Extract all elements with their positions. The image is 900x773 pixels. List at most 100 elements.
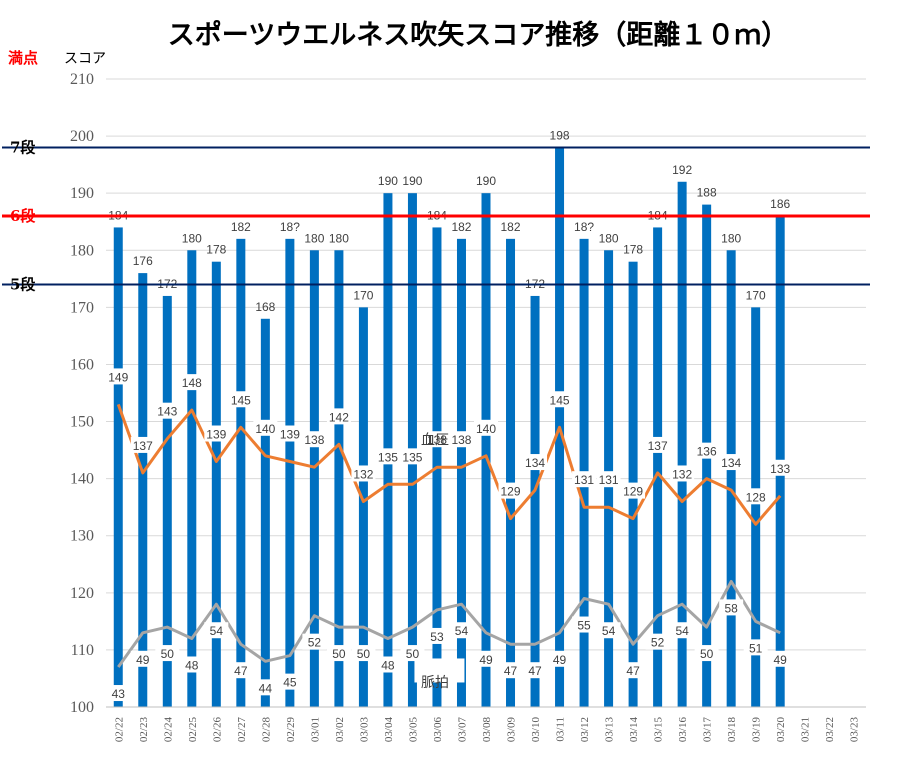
data-label-bg — [326, 645, 351, 662]
blood-pressure-data-label: 132 — [353, 467, 373, 481]
data-label-bg — [719, 599, 744, 616]
data-label-bg — [449, 622, 474, 639]
blood-pressure-data-label: 137 — [133, 439, 153, 453]
score-data-label: 180 — [304, 231, 324, 245]
data-label-bg — [106, 368, 131, 385]
pulse-data-label: 49 — [479, 653, 493, 667]
y-axis-title: スコア — [64, 51, 106, 67]
data-label-bg — [155, 402, 180, 419]
x-tick-label: 03/02 — [334, 717, 346, 742]
x-tick-label: 03/08 — [481, 717, 493, 743]
x-tick-label: 02/26 — [211, 717, 223, 743]
pulse-data-label: 50 — [406, 647, 420, 661]
data-label-bg — [719, 454, 744, 471]
pulse-data-label: 52 — [651, 636, 665, 650]
pulse-data-label: 54 — [210, 624, 224, 638]
pulse-data-label: 45 — [283, 676, 297, 690]
pulse-data-label: 47 — [234, 664, 248, 678]
data-label-bg — [400, 448, 425, 465]
data-label-bg — [768, 650, 793, 667]
data-label-bg — [572, 616, 597, 633]
x-tick-label: 03/15 — [653, 717, 665, 743]
blood-pressure-data-label: 148 — [182, 376, 202, 390]
data-label-bg — [277, 673, 302, 690]
x-tick-label: 03/22 — [824, 717, 836, 742]
data-label-bg — [400, 645, 425, 662]
x-tick-label: 02/22 — [113, 717, 125, 742]
score-bar — [677, 181, 687, 707]
data-label-bg — [351, 465, 376, 482]
x-tick-label: 03/20 — [775, 717, 787, 743]
x-tick-label: 03/09 — [506, 717, 518, 743]
data-label-bg — [375, 656, 400, 673]
x-tick-label: 02/24 — [162, 717, 174, 743]
pulse-series-label: 脈拍 — [421, 675, 449, 691]
blood-pressure-series-label: 血圧 — [421, 432, 449, 448]
pulse-data-label: 49 — [136, 653, 150, 667]
blood-pressure-data-label: 135 — [378, 450, 398, 464]
x-tick-label: 03/16 — [677, 717, 689, 743]
data-label-bg — [621, 662, 646, 679]
blood-pressure-data-label: 139 — [280, 428, 300, 442]
x-tick-label: 03/04 — [383, 717, 395, 743]
pulse-data-label: 47 — [504, 664, 518, 678]
x-tick-label: 02/27 — [236, 717, 248, 743]
data-label-bg — [670, 622, 695, 639]
x-tick-label: 03/11 — [555, 717, 567, 742]
x-tick-label: 03/18 — [726, 717, 738, 743]
score-data-label: 188 — [697, 186, 717, 200]
score-data-label: 178 — [206, 243, 226, 257]
data-label-bg — [302, 431, 327, 448]
data-label-bg — [694, 645, 719, 662]
blood-pressure-data-label: 135 — [402, 450, 422, 464]
score-data-label: 186 — [770, 197, 790, 211]
data-label-bg — [326, 408, 351, 425]
data-label-bg — [645, 436, 670, 453]
pulse-data-label: 54 — [602, 624, 616, 638]
score-bar — [138, 273, 148, 707]
y-tick-label: 130 — [70, 528, 94, 545]
data-label-bg — [523, 662, 548, 679]
blood-pressure-data-label: 138 — [304, 433, 324, 447]
x-tick-label: 03/01 — [309, 717, 321, 742]
data-label-bg — [768, 459, 793, 476]
score-data-label: 18? — [574, 220, 594, 234]
blood-pressure-data-label: 129 — [501, 485, 521, 499]
pulse-data-label: 51 — [749, 641, 763, 655]
blood-pressure-data-label: 139 — [206, 428, 226, 442]
x-tick-label: 03/13 — [604, 717, 616, 743]
data-label-bg — [572, 471, 597, 488]
data-label-bg — [547, 391, 572, 408]
pulse-data-label: 47 — [626, 664, 640, 678]
data-label-bg — [621, 482, 646, 499]
x-tick-label: 03/05 — [407, 717, 419, 743]
y-tick-label: 120 — [70, 585, 94, 602]
data-label-bg — [449, 431, 474, 448]
score-bar — [309, 250, 319, 708]
y-tick-label: 210 — [70, 71, 94, 88]
blood-pressure-data-label: 138 — [427, 433, 447, 447]
data-label-bg — [106, 685, 131, 702]
score-bar — [211, 261, 221, 707]
pulse-data-label: 48 — [381, 658, 395, 672]
x-tick-label: 03/17 — [702, 717, 714, 743]
y-tick-label: 170 — [70, 299, 94, 316]
score-bar — [113, 227, 123, 707]
score-bar — [726, 250, 736, 708]
data-label-bg — [424, 627, 449, 644]
x-axis: 02/22 02/23 02/24 02/25 02/26 02/27 02/28 02/29… — [106, 706, 866, 743]
pulse-label-bg — [414, 658, 465, 683]
blood-pressure-data-label: 134 — [525, 456, 545, 470]
pulse-data-label: 44 — [259, 681, 273, 695]
score-data-label: 190 — [378, 174, 398, 188]
x-tick-label: 03/14 — [628, 717, 640, 743]
score-data-label: 180 — [721, 231, 741, 245]
data-label-bg — [474, 419, 498, 436]
y-tick-label: 150 — [70, 414, 94, 431]
data-label-bg — [130, 650, 155, 667]
x-tick-label: 03/10 — [530, 717, 542, 743]
score-bar — [285, 238, 295, 707]
data-label-bg — [155, 645, 180, 662]
x-tick-label: 02/28 — [260, 717, 272, 743]
blood-pressure-data-label: 132 — [672, 467, 692, 481]
